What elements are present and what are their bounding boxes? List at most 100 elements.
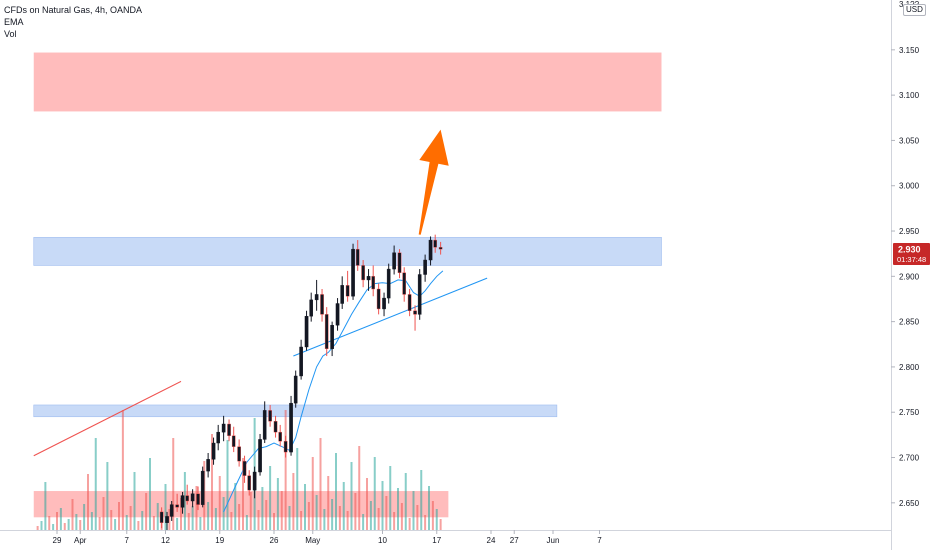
volume-bar <box>296 448 299 530</box>
volume-bar <box>133 472 136 530</box>
candle <box>169 501 174 521</box>
candle <box>340 276 345 309</box>
volume-bar <box>242 458 244 530</box>
candle <box>159 507 164 529</box>
candle <box>278 424 283 447</box>
price-tick-label: 2.950 <box>899 227 920 236</box>
candle <box>438 241 443 255</box>
time-tick-label: 26 <box>270 536 279 545</box>
candle-body <box>299 346 303 377</box>
volume-bar <box>276 478 279 530</box>
volume-bar <box>327 476 330 530</box>
price-tick-label: 2.750 <box>899 408 920 417</box>
volume-bar <box>381 481 384 530</box>
volume-bar <box>292 473 295 530</box>
ema-indicator-label[interactable]: EMA <box>4 17 24 27</box>
price-tick-label: 3.000 <box>899 182 920 191</box>
candle-body <box>190 493 195 502</box>
volume-bar <box>354 493 357 530</box>
price-axis[interactable]: 3.150 3.100 3.050 3.000 2.950 2.900 2.850 2.800… <box>891 46 920 508</box>
volume-bar <box>342 482 345 530</box>
volume-bar <box>230 512 233 530</box>
volume-bar <box>288 506 291 530</box>
volume-bar <box>164 484 167 530</box>
candle <box>423 254 427 282</box>
candle-body <box>159 511 164 523</box>
price-tick-label: 2.800 <box>899 363 920 372</box>
currency-unit-label[interactable]: USD <box>903 4 926 16</box>
last-price-countdown: 01:37:48 <box>897 255 926 264</box>
candle-body <box>211 442 216 460</box>
candle <box>330 321 334 357</box>
volume-bar <box>137 521 140 530</box>
candle-body <box>402 272 407 295</box>
volume-bar <box>44 482 47 530</box>
candle-body <box>314 294 319 301</box>
volume-bar <box>156 503 159 530</box>
time-tick-label: 29 <box>53 536 62 545</box>
candle <box>355 240 360 271</box>
volume-layer <box>36 410 442 530</box>
candle-body <box>438 247 443 250</box>
volume-bar <box>400 503 403 530</box>
volume-bar <box>94 438 97 530</box>
candle <box>428 236 433 266</box>
volume-bar <box>149 458 151 530</box>
volume-bar <box>439 519 442 530</box>
volume-bar <box>397 488 399 530</box>
symbol-title[interactable]: CFDs on Natural Gas, 4h, OANDA <box>4 5 143 15</box>
candle <box>211 437 216 465</box>
candle-body <box>428 239 433 261</box>
time-tick-label: 7 <box>125 536 130 545</box>
volume-bar <box>420 470 423 530</box>
candle <box>324 307 329 357</box>
candle <box>299 339 303 380</box>
candle <box>200 466 205 508</box>
candle <box>304 310 309 351</box>
volume-bar <box>300 511 303 530</box>
volume-bar <box>114 519 117 530</box>
volume-bar <box>350 462 353 530</box>
volume-bar <box>389 466 392 530</box>
candle-body <box>169 504 174 517</box>
volume-bar <box>362 514 365 530</box>
volume-bar <box>377 508 380 530</box>
candle <box>231 426 236 453</box>
volume-bar <box>431 501 434 530</box>
candle <box>252 466 257 499</box>
volume-bar <box>141 511 144 530</box>
candle-body <box>206 459 210 472</box>
volume-bar <box>63 523 66 530</box>
time-tick-label: 10 <box>378 536 387 545</box>
last-price-value: 2.930 <box>898 245 921 255</box>
time-tick-label: 27 <box>510 536 519 545</box>
candle-body <box>196 493 200 505</box>
candle-body <box>268 410 272 422</box>
volume-indicator-label[interactable]: Vol <box>4 29 17 39</box>
candle-body <box>366 276 371 281</box>
arrow-layer <box>418 129 449 235</box>
ema-layer <box>223 270 444 513</box>
volume-bar <box>338 506 341 530</box>
volume-bar <box>416 505 419 530</box>
volume-bar <box>385 496 388 530</box>
price-tick-label: 2.700 <box>899 454 920 463</box>
volume-bar <box>129 506 132 530</box>
volume-bar <box>358 446 361 530</box>
time-tick-label: Jun <box>547 536 560 545</box>
candle <box>335 298 340 331</box>
zone-resistance <box>33 52 662 112</box>
time-tick-label: 7 <box>597 536 602 545</box>
volume-bar <box>424 515 427 530</box>
candle-body <box>242 460 247 476</box>
candle-body <box>283 441 288 453</box>
volume-bar <box>412 491 415 530</box>
volume-bar <box>284 410 287 530</box>
price-tick-label: 2.850 <box>899 318 920 327</box>
time-axis[interactable]: 29 Apr 7 12 19 26 May 10 17 24 27 Jun 7 <box>53 530 603 545</box>
volume-bar <box>261 487 264 530</box>
candle-body <box>355 248 360 266</box>
breakout-arrow <box>418 129 449 235</box>
volume-bar <box>75 514 78 530</box>
